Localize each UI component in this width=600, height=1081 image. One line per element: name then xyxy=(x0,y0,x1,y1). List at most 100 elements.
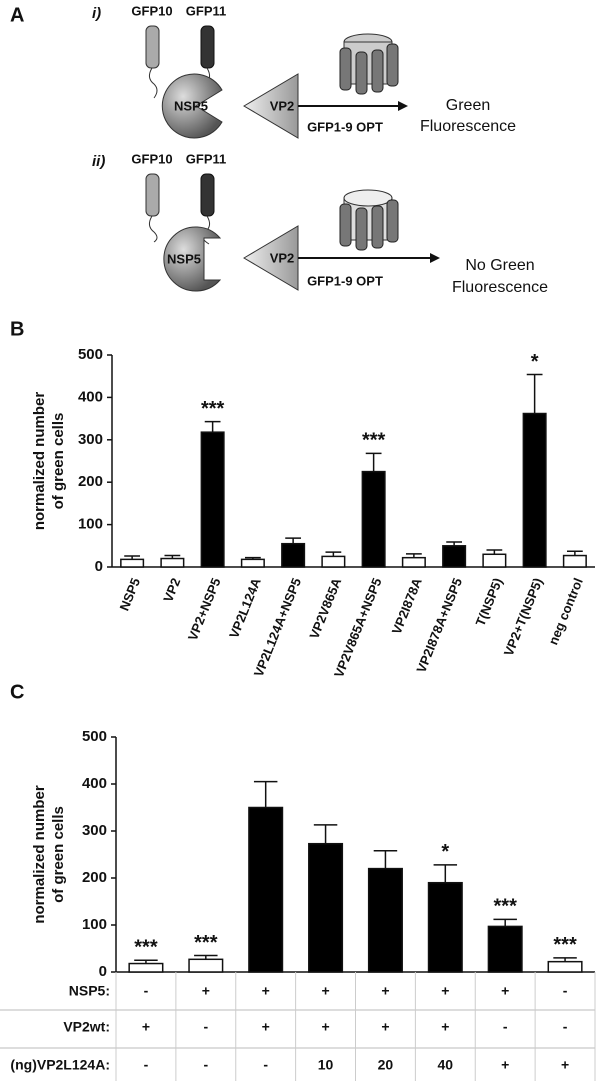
result-label: Fluorescence xyxy=(420,118,516,135)
y-tick-label: 500 xyxy=(78,346,103,363)
row-label: ii) xyxy=(92,153,105,170)
gfp11-cylinder xyxy=(200,25,215,69)
x-tick-label: VP2+NSP5 xyxy=(185,576,224,643)
significance-label: *** xyxy=(362,430,386,452)
table-cell: + xyxy=(501,1057,509,1073)
nsp5-shape xyxy=(163,226,222,292)
reagent-label: GFP1-9 OPT xyxy=(307,273,383,288)
y-axis-label: normalized number xyxy=(31,785,48,924)
table-cell: + xyxy=(441,983,449,999)
table-cell: 40 xyxy=(438,1057,454,1073)
x-tick-label: VP2V865A xyxy=(306,575,344,641)
result-label: Fluorescence xyxy=(452,279,548,296)
bar xyxy=(367,867,403,973)
x-tick-label: VP2L124A xyxy=(226,575,264,640)
y-axis-label: normalized number xyxy=(31,392,48,531)
significance-label: *** xyxy=(553,934,577,956)
significance-label: *** xyxy=(201,398,225,420)
table-row-label: NSP5: xyxy=(69,983,110,999)
diagram-row: ii) GFP10 GFP11 NSP5 VP2 GFP1-9 OPT No G… xyxy=(92,151,548,296)
bar xyxy=(240,558,265,568)
panel-label: C xyxy=(10,681,24,703)
table-row-label: VP2wt: xyxy=(63,1019,110,1035)
table-cell: - xyxy=(563,1019,568,1035)
table-cell: 20 xyxy=(378,1057,394,1073)
y-tick-label: 500 xyxy=(82,728,107,745)
tag-label: GFP11 xyxy=(186,151,226,166)
y-tick-label: 200 xyxy=(78,473,103,490)
x-tick-label: neg control xyxy=(545,576,585,647)
table-cell: + xyxy=(262,983,270,999)
table-cell: + xyxy=(262,1019,270,1035)
nsp5-shape xyxy=(161,73,223,139)
table-cell: - xyxy=(563,983,568,999)
bar xyxy=(281,542,306,568)
y-tick-label: 300 xyxy=(82,822,107,839)
panel-label: A xyxy=(10,4,24,26)
significance-label: *** xyxy=(134,937,158,959)
linker xyxy=(148,67,158,99)
table-cell: + xyxy=(381,1019,389,1035)
tag-label: GFP10 xyxy=(131,3,172,18)
protein-label: VP2 xyxy=(270,250,295,265)
bar xyxy=(522,412,547,568)
x-tick-label: NSP5 xyxy=(116,576,143,613)
x-tick-label: VP2I878A+NSP5 xyxy=(413,576,465,675)
y-axis-label: of green cells xyxy=(50,806,67,903)
bar xyxy=(120,558,145,568)
table-row-label: (ng)VP2L124A: xyxy=(10,1057,110,1073)
bar xyxy=(321,555,346,568)
barrel-icon xyxy=(339,189,399,251)
protein-label: VP2 xyxy=(270,98,295,113)
barrel-icon xyxy=(339,33,399,95)
bar xyxy=(361,470,386,568)
table-cell: + xyxy=(441,1019,449,1035)
table-cell: - xyxy=(144,1057,149,1073)
diagram-row: i) GFP10 GFP11 NSP5 VP2 GFP1-9 OPT Green… xyxy=(92,3,516,139)
bar xyxy=(128,962,164,973)
bar xyxy=(442,545,467,568)
table-cell: + xyxy=(321,1019,329,1035)
arrow-head xyxy=(430,253,440,263)
protein-label: NSP5 xyxy=(174,98,208,113)
bar xyxy=(401,556,426,568)
y-tick-label: 400 xyxy=(78,388,103,405)
gfp11-cylinder xyxy=(200,173,215,217)
x-tick-label: VP2+T(NSP5) xyxy=(501,576,546,658)
tag-label: GFP10 xyxy=(131,151,172,166)
bar xyxy=(200,431,225,568)
table-cell: - xyxy=(503,1019,508,1035)
y-tick-label: 100 xyxy=(82,916,107,933)
protein-label: NSP5 xyxy=(167,251,201,266)
table-cell: + xyxy=(501,983,509,999)
x-tick-label: VP2I878A xyxy=(389,575,425,636)
table-cell: + xyxy=(142,1019,150,1035)
significance-label: *** xyxy=(494,896,518,918)
table-cell: + xyxy=(381,983,389,999)
gfp10-cylinder xyxy=(145,25,160,69)
y-tick-label: 0 xyxy=(99,963,107,980)
bar xyxy=(248,806,284,973)
table-cell: - xyxy=(203,1057,208,1073)
bar xyxy=(160,557,185,568)
result-label: Green xyxy=(446,97,490,114)
table-cell: + xyxy=(561,1057,569,1073)
table-cell: + xyxy=(202,983,210,999)
bar xyxy=(188,958,224,973)
arrow-head xyxy=(398,101,408,111)
tag-label: GFP11 xyxy=(186,3,226,18)
y-tick-label: 300 xyxy=(78,431,103,448)
bar xyxy=(427,881,463,973)
bar xyxy=(482,553,507,568)
panel-label: B xyxy=(10,318,24,340)
linker xyxy=(148,215,158,243)
result-label: No Green xyxy=(465,257,534,274)
significance-label: * xyxy=(441,841,449,863)
y-tick-label: 100 xyxy=(78,516,103,533)
y-tick-label: 200 xyxy=(82,869,107,886)
gfp10-cylinder xyxy=(145,173,160,217)
significance-label: * xyxy=(531,351,539,373)
bar xyxy=(308,842,344,973)
table-cell: - xyxy=(203,1019,208,1035)
y-tick-label: 400 xyxy=(82,775,107,792)
